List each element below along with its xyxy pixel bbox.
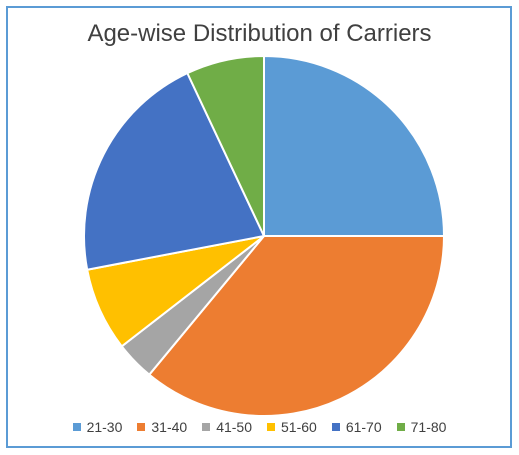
chart-legend: 21-30 31-40 41-50 51-60 61-70 71-80 bbox=[0, 419, 519, 435]
legend-label: 51-60 bbox=[281, 419, 317, 435]
legend-item-61-70: 61-70 bbox=[331, 419, 382, 435]
pie-slice-61-70 bbox=[83, 71, 266, 271]
legend-label: 71-80 bbox=[410, 419, 447, 435]
legend-swatch bbox=[267, 423, 275, 431]
pie-slice-31-40 bbox=[147, 235, 446, 417]
legend-item-71-80: 71-80 bbox=[396, 419, 447, 435]
legend-item-41-50: 41-50 bbox=[202, 419, 252, 435]
legend-swatch bbox=[137, 423, 146, 431]
legend-label: 61-70 bbox=[345, 419, 382, 435]
legend-swatch bbox=[72, 423, 81, 431]
legend-swatch bbox=[202, 423, 211, 431]
legend-label: 41-50 bbox=[216, 419, 252, 435]
pie-slice-21-30 bbox=[263, 54, 446, 237]
legend-item-31-40: 31-40 bbox=[137, 419, 187, 435]
legend-swatch bbox=[396, 423, 405, 431]
pie-slice-71-80 bbox=[186, 54, 265, 237]
legend-label: 31-40 bbox=[151, 419, 188, 435]
legend-label: 21-30 bbox=[86, 419, 123, 435]
legend-swatch bbox=[331, 423, 340, 431]
chart-title: Age-wise Distribution of Carriers bbox=[87, 20, 432, 47]
legend-item-51-60: 51-60 bbox=[267, 419, 317, 435]
legend-item-21-30: 21-30 bbox=[72, 419, 123, 435]
